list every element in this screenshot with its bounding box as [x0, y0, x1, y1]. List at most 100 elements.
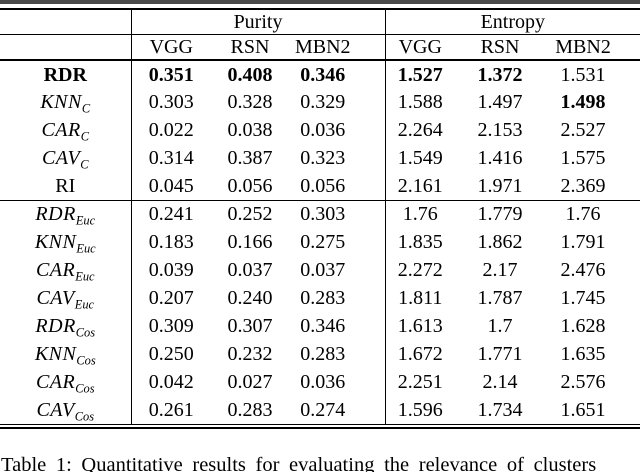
row-label: CAVCos — [0, 396, 131, 424]
value-cell: 0.307 — [227, 315, 273, 337]
row-label: CARC — [0, 116, 131, 144]
row-label-base: RDR — [43, 63, 87, 86]
row-label: CAVC — [0, 144, 131, 172]
table-row: KNNEuc 0.183 0.166 0.275 1.835 1.862 1.791 — [0, 228, 640, 256]
row-label-base: CAR — [35, 371, 76, 393]
table-row: CARC 0.022 0.038 0.036 2.264 2.153 2.527 — [0, 116, 640, 144]
row-label-base: KNN — [34, 231, 77, 253]
purity-group-header: Purity — [130, 9, 386, 35]
row-label: KNNC — [0, 88, 131, 116]
empty-corner-cell — [0, 34, 131, 61]
value-cell: 1.811 — [384, 284, 456, 312]
value-cell: 1.76 — [565, 203, 601, 226]
value-cell: 0.036 — [300, 119, 346, 141]
row-label-base: CAV — [36, 398, 75, 421]
row-label-subscript: Euc — [74, 297, 95, 312]
value-cell: 0.261 — [130, 396, 211, 424]
table-row: RDRCos 0.309 0.307 0.346 1.613 1.7 1.628 — [0, 312, 640, 340]
value-cell: 1.527 — [384, 60, 456, 88]
value-cell: 0.240 — [227, 287, 273, 309]
value-cell: 0.408 — [227, 63, 273, 86]
top-divider-bar — [0, 0, 640, 4]
value-cell: 1.416 — [477, 147, 523, 169]
value-cell: 1.498 — [560, 91, 606, 113]
row-label: RI — [0, 172, 131, 201]
row-label: RDR — [0, 60, 131, 88]
row-label-subscript: Cos — [75, 325, 96, 340]
value-cell: 1.531 — [560, 63, 606, 86]
table-caption: Table 1: Quantitative results for evalua… — [1, 453, 597, 472]
value-cell: 0.351 — [130, 60, 211, 88]
value-cell: 1.635 — [560, 343, 606, 365]
value-cell: 1.771 — [477, 343, 523, 365]
row-label-base: RI — [55, 174, 76, 197]
value-cell: 0.303 — [130, 88, 211, 116]
value-cell: 0.166 — [227, 231, 273, 253]
value-cell: 0.303 — [300, 203, 346, 226]
empty-corner-cell — [0, 9, 131, 35]
table-row: CAREuc 0.039 0.037 0.037 2.272 2.17 2.476 — [0, 256, 640, 284]
value-cell: 1.651 — [560, 398, 606, 421]
value-cell: 0.275 — [300, 231, 346, 253]
value-cell: 1.596 — [384, 396, 456, 424]
row-label-subscript: C — [80, 129, 90, 144]
entropy-mbn2-header: MBN2 — [545, 34, 640, 61]
table-row: CARCos 0.042 0.027 0.036 2.251 2.14 2.576 — [0, 368, 640, 396]
value-cell: 1.497 — [477, 91, 523, 113]
value-cell: 0.283 — [300, 343, 346, 365]
row-label-base: RDR — [35, 315, 76, 337]
table-row: KNNCos 0.250 0.232 0.283 1.672 1.771 1.635 — [0, 340, 640, 368]
row-label-base: CAR — [41, 119, 81, 141]
value-cell: 2.272 — [384, 256, 456, 284]
value-cell: 1.372 — [477, 63, 523, 86]
purity-vgg-header: VGG — [130, 34, 211, 61]
value-cell: 1.628 — [560, 315, 606, 337]
value-cell: 0.346 — [300, 315, 346, 337]
value-cell: 1.76 — [384, 200, 456, 228]
entropy-group-header: Entropy — [384, 9, 640, 35]
table-row: RDREuc 0.241 0.252 0.303 1.76 1.779 1.76 — [0, 200, 640, 228]
value-cell: 1.549 — [384, 144, 456, 172]
row-label-base: CAR — [35, 259, 76, 281]
value-cell: 0.314 — [130, 144, 211, 172]
row-label-subscript: Euc — [76, 241, 96, 256]
value-cell: 2.264 — [384, 116, 456, 144]
value-cell: 1.7 — [487, 315, 513, 337]
value-cell: 1.613 — [384, 312, 456, 340]
row-label: RDRCos — [0, 312, 131, 340]
value-cell: 0.283 — [227, 398, 273, 421]
value-cell: 0.207 — [130, 284, 211, 312]
value-cell: 0.329 — [300, 91, 346, 113]
value-cell: 2.576 — [560, 371, 606, 393]
value-cell: 0.346 — [300, 63, 346, 86]
row-label: CAREuc — [0, 256, 131, 284]
value-cell: 0.232 — [227, 343, 273, 365]
value-cell: 2.14 — [482, 371, 518, 393]
value-cell: 0.039 — [130, 256, 211, 284]
value-cell: 2.251 — [384, 368, 456, 396]
table-body: RDR 0.351 0.408 0.346 1.527 1.372 1.531 KNNC 0.3… — [0, 60, 640, 424]
model-header-row: VGG RSN MBN2 VGG RSN MBN2 — [0, 34, 640, 61]
table-row: RI 0.045 0.056 0.056 2.161 1.971 2.369 — [0, 172, 640, 201]
value-cell: 0.037 — [227, 259, 273, 281]
bottom-double-rule — [0, 427, 640, 429]
table-row: KNNC 0.303 0.328 0.329 1.588 1.497 1.498 — [0, 88, 640, 116]
value-cell: 0.027 — [227, 371, 273, 393]
value-cell: 2.153 — [477, 119, 523, 141]
row-label-base: KNN — [34, 343, 77, 365]
table-row: RDR 0.351 0.408 0.346 1.527 1.372 1.531 — [0, 60, 640, 88]
row-label: CARCos — [0, 368, 131, 396]
table-row: CAVCos 0.261 0.283 0.274 1.596 1.734 1.651 — [0, 396, 640, 424]
value-cell: 1.779 — [477, 203, 523, 226]
row-label: CAVEuc — [0, 284, 131, 312]
value-cell: 1.862 — [477, 231, 523, 253]
row-label-base: CAV — [41, 147, 81, 169]
table-row: CAVC 0.314 0.387 0.323 1.549 1.416 1.575 — [0, 144, 640, 172]
value-cell: 0.038 — [227, 119, 273, 141]
row-label-subscript: Euc — [75, 213, 96, 228]
value-cell: 1.588 — [384, 88, 456, 116]
value-cell: 1.672 — [384, 340, 456, 368]
value-cell: 2.527 — [560, 119, 606, 141]
value-cell: 2.161 — [384, 172, 456, 201]
